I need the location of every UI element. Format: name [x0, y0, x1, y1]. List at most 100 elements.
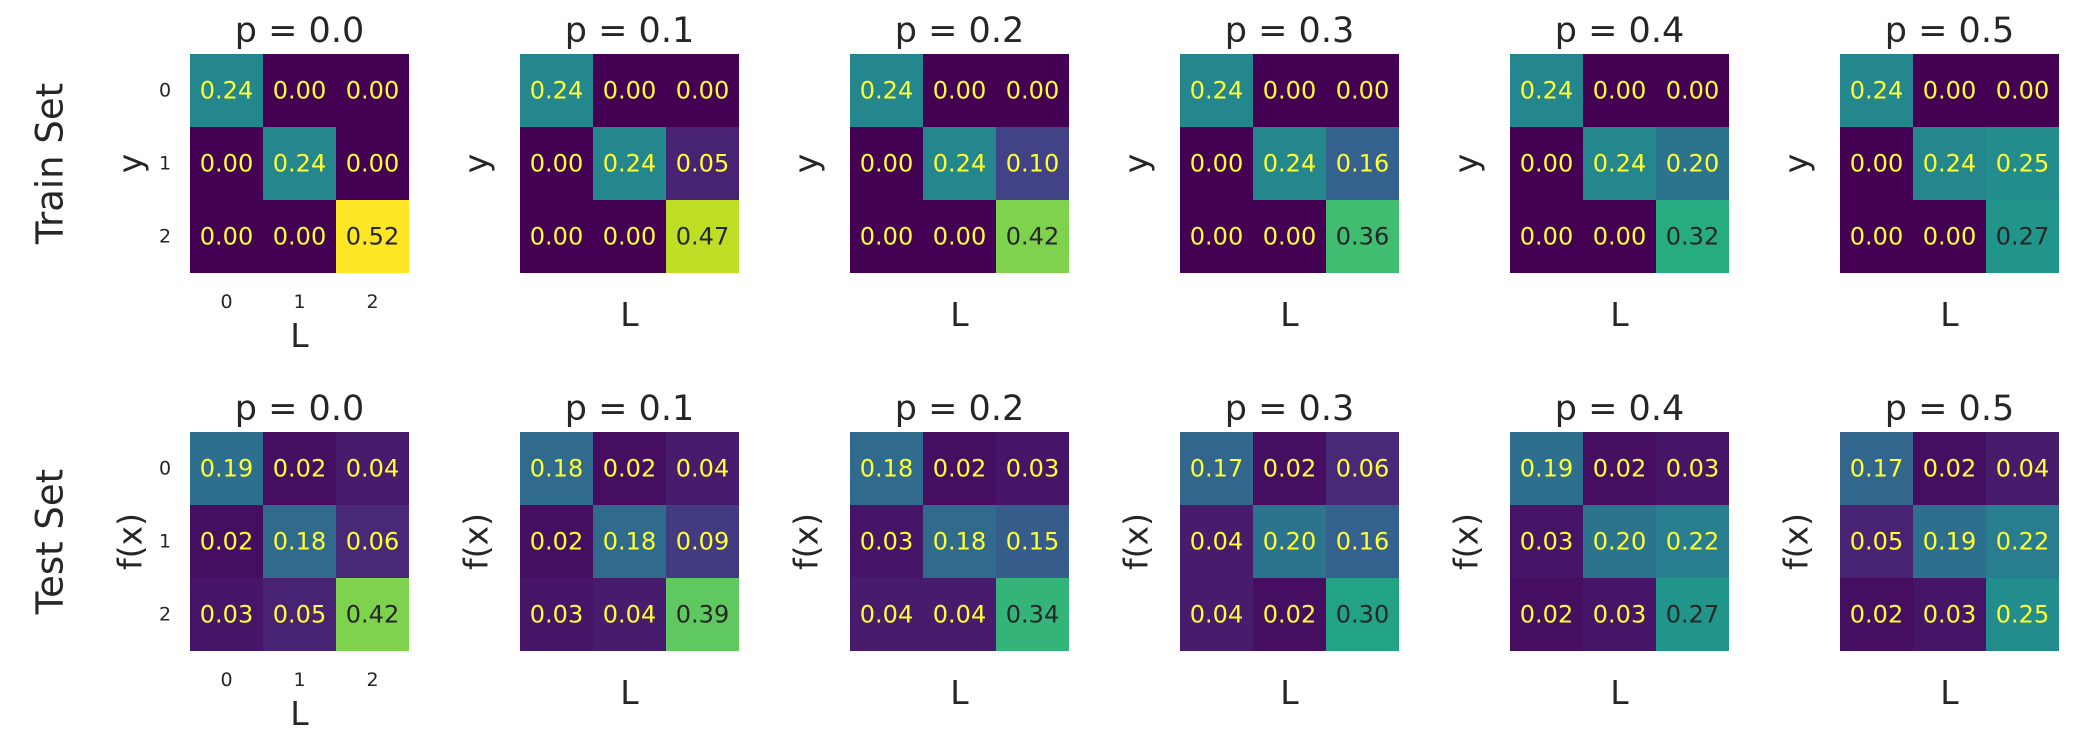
heatmap-cell-train-2-2-2: [996, 200, 1069, 273]
heatmap-cell-train-3-1-1: [1253, 127, 1326, 200]
heatmap-cell-test-0-1-1: [263, 505, 336, 578]
heatmap-cell-test-2-0-2: [996, 432, 1069, 505]
heatmap-cell-train-3-0-1: [1253, 54, 1326, 127]
cell-value-test-0-2-2: 0.42: [346, 601, 399, 629]
heatmap-cell-test-2-2-0: [850, 578, 923, 651]
x-axis-label-test-3: L: [1280, 673, 1299, 712]
heatmap-cell-test-5-1-2: [1986, 505, 2059, 578]
cell-value-train-2-1-0: 0.00: [860, 150, 913, 178]
heatmap-cell-train-0-1-2: [336, 127, 409, 200]
heatmap-cell-test-2-1-1: [923, 505, 996, 578]
cell-value-test-2-2-2: 0.34: [1006, 601, 1059, 629]
heatmap-cell-test-0-2-2: [336, 578, 409, 651]
cell-value-train-2-1-1: 0.24: [933, 150, 986, 178]
x-axis-label-train-0: L: [290, 316, 309, 355]
heatmap-cell-test-1-1-0: [520, 505, 593, 578]
heatmap-cell-train-2-0-2: [996, 54, 1069, 127]
cell-value-train-1-0-0: 0.24: [530, 77, 583, 105]
y-tick-label-train-1: 1: [159, 153, 171, 175]
heatmap-cell-test-0-2-1: [263, 578, 336, 651]
cell-value-test-1-1-1: 0.18: [603, 528, 656, 556]
heatmap-cell-train-0-0-1: [263, 54, 336, 127]
cell-value-test-2-2-1: 0.04: [933, 601, 986, 629]
cell-value-test-5-2-2: 0.25: [1996, 601, 2049, 629]
heatmap-cell-train-0-1-1: [263, 127, 336, 200]
cell-value-test-2-0-2: 0.03: [1006, 455, 1059, 483]
x-axis-label-test-1: L: [620, 673, 639, 712]
heatmap-cell-test-0-1-0: [190, 505, 263, 578]
heatmap-cell-train-0-2-2: [336, 200, 409, 273]
heatmap-cell-train-5-0-0: [1840, 54, 1913, 127]
heatmap-cell-train-2-1-0: [850, 127, 923, 200]
heatmap-cell-test-2-1-0: [850, 505, 923, 578]
cell-value-train-1-0-1: 0.00: [603, 77, 656, 105]
heatmap-cell-test-2-1-2: [996, 505, 1069, 578]
x-axis-label-test-5: L: [1940, 673, 1959, 712]
heatmap-cell-test-5-1-0: [1840, 505, 1913, 578]
cell-value-train-4-0-2: 0.00: [1666, 77, 1719, 105]
heatmap-cell-test-3-0-0: [1180, 432, 1253, 505]
cell-value-test-0-0-1: 0.02: [273, 455, 326, 483]
cell-value-test-2-1-0: 0.03: [860, 528, 913, 556]
x-tick-label-train-1: 1: [293, 291, 305, 313]
heatmap-cell-test-5-0-1: [1913, 432, 1986, 505]
cell-value-test-1-0-2: 0.04: [676, 455, 729, 483]
cell-value-test-2-2-0: 0.04: [860, 601, 913, 629]
row-label-train: Train Set: [29, 83, 72, 245]
heatmap-cell-test-1-2-2: [666, 578, 739, 651]
cell-value-train-3-2-2: 0.36: [1336, 223, 1389, 251]
cell-value-test-3-0-0: 0.17: [1190, 455, 1243, 483]
heatmap-cell-train-2-1-2: [996, 127, 1069, 200]
heatmap-cell-test-4-0-1: [1583, 432, 1656, 505]
x-axis-label-train-5: L: [1940, 295, 1959, 334]
cell-value-test-1-2-2: 0.39: [676, 601, 729, 629]
cell-value-test-1-1-2: 0.09: [676, 528, 729, 556]
heatmap-cell-test-5-0-2: [1986, 432, 2059, 505]
heatmap-cell-train-1-0-1: [593, 54, 666, 127]
cell-value-test-5-1-1: 0.19: [1923, 528, 1976, 556]
heatmap-cell-test-4-0-0: [1510, 432, 1583, 505]
cell-value-train-4-2-2: 0.32: [1666, 223, 1719, 251]
panel-title-test-1: p = 0.1: [565, 389, 694, 429]
cell-value-train-1-0-2: 0.00: [676, 77, 729, 105]
x-axis-label-test-0: L: [290, 694, 309, 733]
y-tick-label-test-0: 0: [159, 458, 171, 480]
cell-value-test-5-2-0: 0.02: [1850, 601, 1903, 629]
cell-value-train-3-2-1: 0.00: [1263, 223, 1316, 251]
heatmap-cell-train-3-1-0: [1180, 127, 1253, 200]
cell-value-train-0-0-2: 0.00: [346, 77, 399, 105]
heatmap-cell-train-0-0-0: [190, 54, 263, 127]
heatmap-cell-test-4-1-1: [1583, 505, 1656, 578]
cell-value-train-2-1-2: 0.10: [1006, 150, 1059, 178]
cell-value-train-5-1-1: 0.24: [1923, 150, 1976, 178]
cell-value-test-5-0-0: 0.17: [1850, 455, 1903, 483]
heatmap-cell-test-2-2-1: [923, 578, 996, 651]
heatmap-cell-train-4-0-0: [1510, 54, 1583, 127]
cell-value-test-2-0-1: 0.02: [933, 455, 986, 483]
panel-title-test-0: p = 0.0: [235, 389, 364, 429]
heatmap-cell-train-4-2-2: [1656, 200, 1729, 273]
cell-value-train-3-0-2: 0.00: [1336, 77, 1389, 105]
y-tick-label-test-1: 1: [159, 531, 171, 553]
cell-value-test-5-2-1: 0.03: [1923, 601, 1976, 629]
row-label-test: Test Set: [29, 469, 72, 615]
heatmap-cell-train-5-1-2: [1986, 127, 2059, 200]
heatmap-cell-test-3-1-0: [1180, 505, 1253, 578]
cell-value-train-5-0-1: 0.00: [1923, 77, 1976, 105]
cell-value-test-3-0-1: 0.02: [1263, 455, 1316, 483]
heatmap-cell-train-1-1-0: [520, 127, 593, 200]
heatmap-cell-test-3-2-0: [1180, 578, 1253, 651]
heatmap-cell-train-4-2-1: [1583, 200, 1656, 273]
cell-value-train-0-2-0: 0.00: [200, 223, 253, 251]
heatmap-cell-train-3-0-2: [1326, 54, 1399, 127]
heatmap-cell-train-4-0-2: [1656, 54, 1729, 127]
heatmap-cell-test-0-2-0: [190, 578, 263, 651]
cell-value-test-3-1-0: 0.04: [1190, 528, 1243, 556]
panel-title-test-3: p = 0.3: [1225, 389, 1354, 429]
heatmap-cell-test-5-2-2: [1986, 578, 2059, 651]
heatmap-cell-train-2-2-0: [850, 200, 923, 273]
y-tick-label-test-2: 2: [159, 604, 171, 626]
cell-value-train-3-0-1: 0.00: [1263, 77, 1316, 105]
panel-title-test-4: p = 0.4: [1555, 389, 1684, 429]
